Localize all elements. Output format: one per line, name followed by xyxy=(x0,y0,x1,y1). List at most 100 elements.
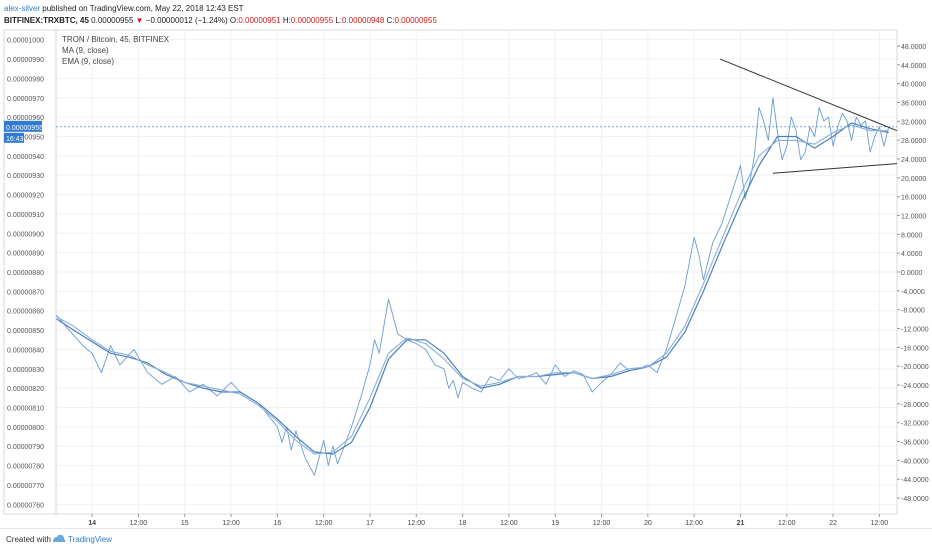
right-tick-label: -16.0000 xyxy=(901,345,929,352)
lower-trendline xyxy=(772,163,898,174)
right-tick-label: -44.0000 xyxy=(901,477,929,484)
price-change: −0.00000012 (−1.24%) xyxy=(145,16,228,25)
left-tick-label: 0.00000840 xyxy=(7,347,44,354)
last-price: 0.00000955 xyxy=(91,16,134,25)
price-tag-box xyxy=(4,120,42,132)
left-tick-label: 0.00000960 xyxy=(7,115,44,122)
left-tick-label: 0.00000820 xyxy=(7,386,44,393)
left-tick-label: 0.00000940 xyxy=(7,154,44,161)
left-tick-label: 0.00001000 xyxy=(7,38,44,45)
x-tick-label: 21 xyxy=(737,520,745,527)
legend: TRON / Bitcoin, 45, BITFINEX MA (9, clos… xyxy=(62,35,170,66)
left-tick-label: 0.00000990 xyxy=(7,57,44,64)
published-text: published on TradingView.com, May 22, 20… xyxy=(42,4,244,13)
left-tick-label: 0.00000870 xyxy=(7,289,44,296)
left-tick-label: 0.00000830 xyxy=(7,367,44,374)
left-tick-label: 0.00000980 xyxy=(7,76,44,83)
left-tick-label: 0.00000860 xyxy=(7,309,44,316)
left-tick-label: 0.00000770 xyxy=(7,483,44,490)
publish-line: alex-silver published on TradingView.com… xyxy=(4,4,244,13)
current-price-tag: 0.00000955 16:43 xyxy=(4,120,897,143)
close-label: C: xyxy=(386,16,395,25)
close-value: 0.00000955 xyxy=(394,16,437,25)
left-price-axis[interactable]: 0.00001000 0.00000990 0.00000980 0.00000970… xyxy=(7,30,57,514)
ma-series-line xyxy=(55,122,889,455)
right-tick-label: -48.0000 xyxy=(901,496,929,503)
left-tick-label: 0.00000800 xyxy=(7,425,44,432)
price-chart[interactable]: 0.00001000 0.00000990 0.00000980 0.00000970… xyxy=(0,0,932,528)
tradingview-brand[interactable]: TradingView xyxy=(68,535,113,544)
right-tick-label: -24.0000 xyxy=(901,383,929,390)
right-tick-label: 32.0000 xyxy=(901,119,926,126)
right-tick-label: 20.0000 xyxy=(901,176,926,183)
upper-trendline xyxy=(719,58,898,132)
right-tick-label: -8.0000 xyxy=(901,308,925,315)
high-label: H: xyxy=(282,16,291,25)
x-tick-label: 18 xyxy=(459,520,467,527)
grid xyxy=(56,30,897,514)
left-tick-label: 0.00000880 xyxy=(7,270,44,277)
symbol-label: BITFINEX:TRXBTC, 45 xyxy=(4,16,89,25)
left-tick-label: 0.00000950 xyxy=(7,134,44,141)
x-tick-label: 12:00 xyxy=(685,520,703,527)
left-tick-label: 0.00000920 xyxy=(7,193,44,200)
right-tick-label: 36.0000 xyxy=(901,101,926,108)
legend-ema: EMA (9, close) xyxy=(62,57,114,66)
legend-title: TRON / Bitcoin, 45, BITFINEX xyxy=(62,35,170,44)
right-tick-label: 4.0000 xyxy=(901,251,923,258)
left-tick-label: 0.00000760 xyxy=(7,502,44,509)
series-group xyxy=(55,97,890,476)
right-tick-label: 0.0000 xyxy=(901,270,923,277)
right-tick-label: 24.0000 xyxy=(901,157,926,164)
left-tick-label: 0.00000970 xyxy=(7,96,44,103)
trendlines[interactable] xyxy=(719,58,898,174)
x-tick-label: 15 xyxy=(181,520,189,527)
x-tick-label: 12:00 xyxy=(315,520,333,527)
right-tick-label: 8.0000 xyxy=(901,232,923,239)
left-tick-label: 0.00000780 xyxy=(7,464,44,471)
x-tick-label: 12:00 xyxy=(500,520,518,527)
x-tick-label: 12:00 xyxy=(130,520,148,527)
right-tick-label: -4.0000 xyxy=(901,289,925,296)
high-value: 0.00000955 xyxy=(290,16,334,25)
right-tick-label: 12.0000 xyxy=(901,214,926,221)
down-arrow-icon: ▼ xyxy=(135,16,144,25)
right-axis[interactable]: 48.0000 44.0000 40.0000 36.0000 32.0000 28.00… xyxy=(897,44,929,503)
right-tick-label: -20.0000 xyxy=(901,364,929,371)
x-tick-label: 17 xyxy=(366,520,374,527)
open-label: O: xyxy=(229,16,239,25)
author-link[interactable]: alex-silver xyxy=(4,4,41,13)
tradingview-logo-icon[interactable] xyxy=(52,533,66,547)
low-value: 0.00000948 xyxy=(342,16,385,25)
ohlc-line: BITFINEX:TRXBTC, 45 0.00000955 ▼ −0.0000… xyxy=(4,16,437,25)
left-tick-label: 0.00000910 xyxy=(7,212,44,219)
right-tick-label: 48.0000 xyxy=(901,44,926,51)
x-tick-label: 14 xyxy=(88,520,96,527)
right-tick-label: -28.0000 xyxy=(901,402,929,409)
right-tick-label: -32.0000 xyxy=(901,421,929,428)
x-tick-label: 20 xyxy=(644,520,652,527)
x-tick-label: 16 xyxy=(273,520,281,527)
right-tick-label: 16.0000 xyxy=(901,195,926,202)
price-tag-time: 16:43 xyxy=(6,136,24,143)
right-tick-label: -36.0000 xyxy=(901,439,929,446)
left-tick-label: 0.00000850 xyxy=(7,328,44,335)
right-tick-label: -12.0000 xyxy=(901,326,929,333)
legend-ma: MA (9, close) xyxy=(62,46,109,55)
right-tick-label: 44.0000 xyxy=(901,63,926,70)
left-tick-label: 0.00000790 xyxy=(7,444,44,451)
left-tick-label: 0.00000900 xyxy=(7,231,44,238)
price-tag-time-box xyxy=(4,132,24,143)
time-axis[interactable]: 14 12:00 15 12:00 16 12:00 17 12:00 18 12:00 19 12:… xyxy=(88,514,888,527)
left-tick-label: 0.00000890 xyxy=(7,251,44,258)
left-tick-label: 0.00000810 xyxy=(7,406,44,413)
ema-series-line xyxy=(55,124,889,455)
x-tick-label: 19 xyxy=(551,520,559,527)
x-tick-label: 22 xyxy=(829,520,837,527)
open-value: 0.00000951 xyxy=(238,16,281,25)
price-series-line xyxy=(55,97,890,476)
low-label: L: xyxy=(335,16,342,25)
left-tick-label: 0.00000930 xyxy=(7,173,44,180)
chart-header: alex-silver published on TradingView.com… xyxy=(0,0,932,30)
right-tick-label: 28.0000 xyxy=(901,138,926,145)
